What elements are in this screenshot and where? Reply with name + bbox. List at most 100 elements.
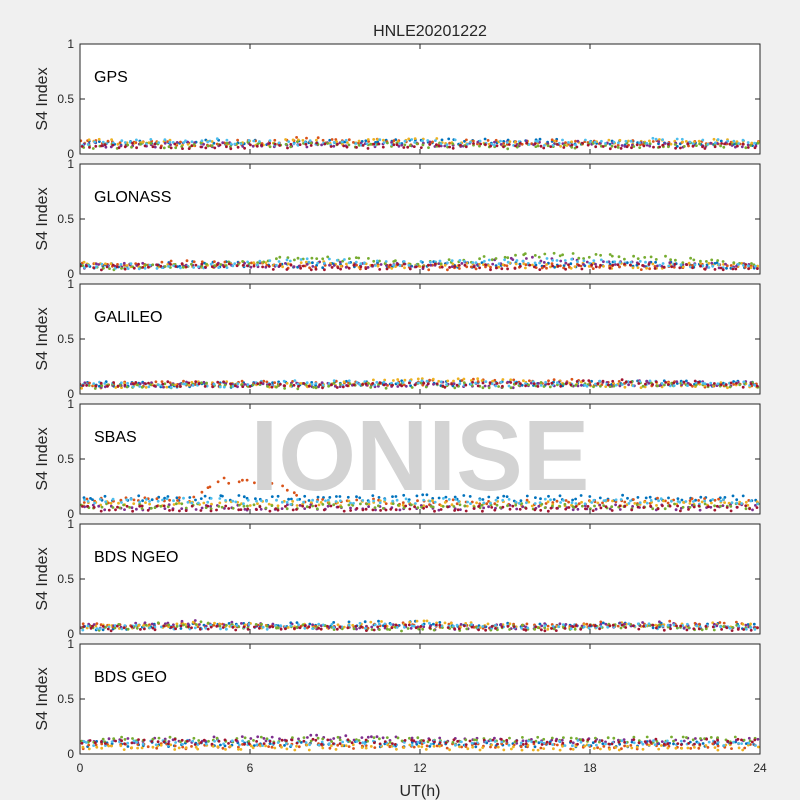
data-point: [495, 503, 499, 507]
data-point: [204, 624, 208, 628]
data-point: [264, 744, 267, 748]
data-point: [384, 508, 388, 512]
data-point: [373, 746, 377, 749]
data-point: [424, 385, 428, 389]
data-point: [227, 622, 231, 625]
y-tick-label: 0.5: [57, 452, 74, 466]
data-point: [714, 141, 717, 145]
data-point: [555, 259, 559, 262]
data-point: [472, 265, 476, 269]
data-point: [276, 494, 280, 498]
data-point: [703, 499, 707, 503]
data-point: [471, 261, 475, 264]
data-point: [703, 267, 707, 271]
data-point: [354, 260, 358, 264]
data-point: [126, 381, 129, 385]
data-point: [118, 740, 121, 744]
data-point: [293, 379, 297, 382]
data-point: [458, 503, 462, 507]
data-point: [548, 742, 552, 746]
series-5: [81, 379, 757, 389]
data-point: [290, 497, 293, 501]
data-point: [403, 625, 406, 629]
data-point: [619, 147, 623, 150]
data-point: [323, 261, 326, 265]
data-point: [297, 737, 300, 741]
data-point: [327, 384, 330, 388]
data-point: [396, 262, 400, 266]
data-point: [241, 739, 245, 743]
watermark: IONISE: [251, 400, 590, 512]
data-point: [264, 265, 268, 269]
data-point: [584, 507, 587, 511]
data-point: [209, 625, 213, 629]
data-point: [349, 501, 352, 505]
data-point: [360, 746, 364, 749]
data-point: [503, 258, 506, 262]
data-point: [194, 508, 198, 511]
data-point: [672, 739, 675, 743]
data-point: [729, 741, 733, 745]
data-point: [407, 623, 411, 627]
data-point: [314, 382, 318, 385]
data-point: [681, 624, 685, 627]
data-point: [632, 498, 635, 501]
data-point: [592, 498, 596, 502]
data-point: [157, 736, 161, 740]
data-point: [169, 143, 172, 147]
data-point: [243, 507, 247, 511]
data-point: [354, 256, 358, 259]
y-tick-label: 1: [67, 397, 74, 411]
data-point: [588, 381, 592, 385]
data-point: [548, 385, 552, 389]
data-point: [383, 622, 387, 626]
data-point: [255, 743, 259, 747]
data-point: [123, 508, 126, 511]
data-point: [494, 257, 498, 260]
data-point: [715, 504, 719, 508]
data-point: [719, 144, 722, 148]
data-point: [135, 383, 139, 387]
data-point: [672, 381, 676, 385]
data-point: [707, 505, 710, 509]
data-point: [327, 502, 331, 506]
data-point: [450, 382, 453, 386]
data-point: [491, 379, 494, 383]
data-point: [98, 497, 102, 501]
data-point: [80, 739, 84, 743]
data-point: [438, 259, 442, 263]
data-point: [334, 500, 338, 503]
data-point: [221, 626, 225, 629]
data-point: [361, 508, 365, 512]
series-5: [81, 621, 757, 632]
data-point: [316, 136, 320, 140]
data-point: [172, 503, 176, 506]
data-point: [308, 139, 312, 143]
data-point: [344, 265, 348, 269]
data-point: [619, 498, 623, 501]
data-point: [502, 142, 505, 145]
data-point: [194, 745, 198, 749]
data-point: [725, 506, 729, 509]
data-point: [284, 262, 287, 265]
data-point: [138, 500, 142, 504]
data-point: [551, 264, 554, 268]
data-point: [192, 143, 196, 146]
data-point: [644, 496, 648, 500]
data-point: [150, 498, 154, 502]
data-point: [612, 384, 616, 388]
data-point: [524, 384, 527, 388]
data-point: [252, 261, 256, 264]
data-point: [330, 266, 334, 269]
data-point: [594, 262, 597, 266]
data-point: [283, 387, 286, 390]
data-point: [295, 493, 298, 497]
data-point: [656, 384, 659, 388]
data-point: [543, 622, 547, 625]
data-point: [654, 260, 657, 264]
data-point: [725, 626, 729, 630]
series-4: [81, 251, 756, 272]
figure-title: HNLE20201222: [373, 23, 487, 40]
data-point: [93, 140, 96, 144]
